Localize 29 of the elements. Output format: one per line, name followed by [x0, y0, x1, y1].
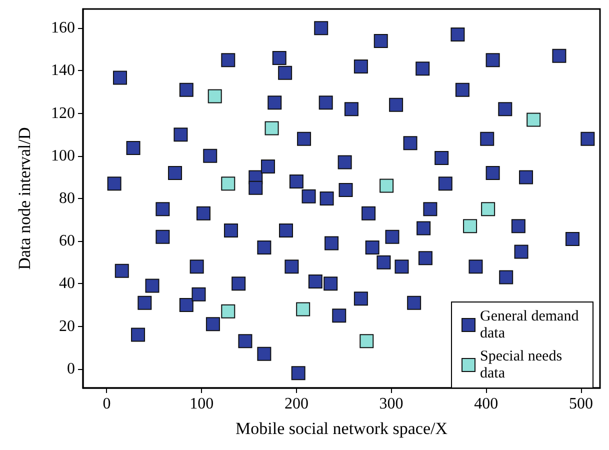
legend-label: Special needs data	[480, 348, 566, 382]
y-tick-label: 120	[51, 104, 75, 122]
point	[380, 178, 394, 193]
y-tick-label: 80	[59, 190, 75, 207]
x-tick-label: 300	[379, 396, 404, 412]
x-axis-title: Mobile social network space/X	[236, 419, 448, 438]
x-tick-label: 400	[474, 396, 498, 412]
x-tick-label: 100	[190, 396, 214, 412]
y-tick-label: 100	[51, 147, 75, 164]
legend-label: General demand data	[480, 308, 582, 342]
point	[463, 219, 478, 234]
point	[481, 202, 496, 216]
point	[526, 112, 541, 127]
x-tick-label: 200	[284, 396, 308, 412]
y-tick-label: 140	[51, 62, 75, 80]
point	[221, 304, 236, 318]
y-tick-label: 0	[67, 360, 75, 378]
x-tick-label: 0	[102, 396, 111, 412]
y-tick-label: 20	[59, 318, 75, 335]
y-tick-label: 160	[51, 20, 75, 37]
point	[264, 121, 279, 136]
y-axis-title: Data node interval/D	[15, 127, 34, 270]
point	[208, 89, 222, 104]
point	[221, 176, 236, 191]
y-tick-label: 40	[59, 275, 75, 292]
y-tick-label: 60	[59, 232, 75, 250]
point	[296, 302, 310, 316]
point	[360, 334, 374, 348]
x-tick-label: 500	[569, 396, 594, 412]
